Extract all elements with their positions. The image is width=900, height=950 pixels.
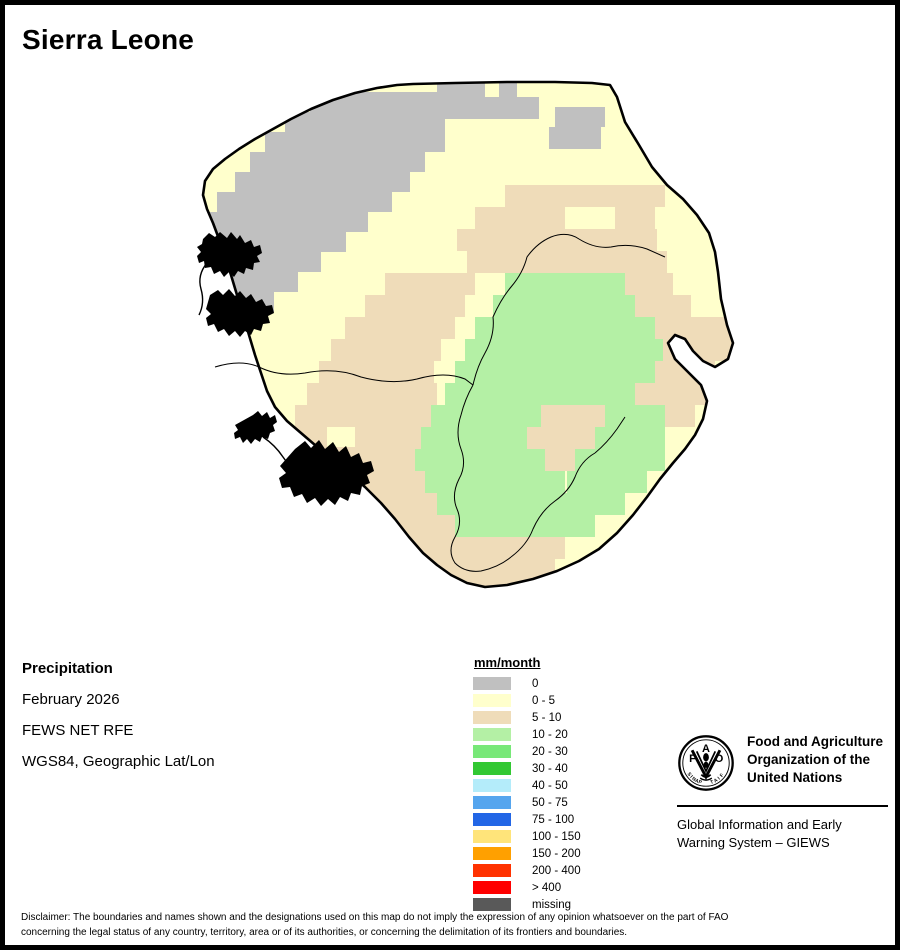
country-outline (201, 80, 735, 589)
metadata-source: FEWS NET RFE (22, 722, 134, 739)
legend-row: 75 - 100 (473, 811, 613, 828)
precip-raster-cells (203, 82, 733, 617)
legend-row: 0 - 5 (473, 692, 613, 709)
legend-row: 100 - 150 (473, 828, 613, 845)
legend-swatch (473, 728, 511, 741)
legend-row: 200 - 400 (473, 862, 613, 879)
legend-swatch (473, 864, 511, 877)
legend-row: 40 - 50 (473, 777, 613, 794)
legend-label: 150 - 200 (532, 847, 581, 860)
metadata-projection: WGS84, Geographic Lat/Lon (22, 753, 215, 770)
legend-row: 50 - 75 (473, 794, 613, 811)
legend-swatch (473, 881, 511, 894)
legend-row: 150 - 200 (473, 845, 613, 862)
legend-swatch (473, 711, 511, 724)
legend-label: 200 - 400 (532, 864, 581, 877)
legend-swatch (473, 762, 511, 775)
svg-text:O: O (715, 753, 724, 765)
legend-label: 0 - 5 (532, 694, 556, 707)
metadata-period: February 2026 (22, 691, 120, 708)
legend-label: 20 - 30 (532, 745, 568, 758)
legend-row: 0 (473, 675, 613, 692)
legend-swatch (473, 813, 511, 826)
legend-row: 30 - 40 (473, 760, 613, 777)
svg-text:F: F (689, 753, 696, 765)
fao-logo-icon: F A O F I A T P A N I S (678, 735, 734, 791)
disclaimer-line1: Disclaimer: The boundaries and names sho… (21, 912, 729, 923)
legend-rows: 0 0 - 5 5 - 10 10 - 20 20 - 30 30 - 40 40 - 50… (473, 675, 613, 896)
class-20-30-cells (427, 595, 471, 617)
legend-title: mm/month (474, 655, 541, 670)
legend-swatch (473, 677, 511, 690)
map-metadata: Precipitation February 2026 FEWS NET RFE… (22, 660, 322, 784)
legend-label: > 400 (532, 881, 562, 894)
fao-organization-name: Food and Agriculture Organization of the… (747, 733, 883, 786)
giews-name: Global Information and Early Warning Sys… (677, 816, 892, 852)
disclaimer: Disclaimer: The boundaries and names sho… (21, 911, 887, 940)
svg-text:A: A (713, 777, 719, 784)
fao-name-line3: United Nations (747, 769, 843, 785)
legend-swatch-missing (473, 898, 511, 911)
svg-text:A: A (694, 778, 700, 785)
page-title: Sierra Leone (22, 24, 195, 55)
legend-swatch (473, 830, 511, 843)
legend-row: 10 - 20 (473, 726, 613, 743)
legend-label: 75 - 100 (532, 813, 575, 826)
legend-swatch (473, 694, 511, 707)
legend-swatch (473, 779, 511, 792)
fao-divider (677, 805, 888, 807)
fao-name-line1: Food and Agriculture (747, 734, 883, 749)
choropleth-map[interactable] (155, 67, 775, 627)
legend-row-missing: missing (473, 896, 571, 913)
svg-text:I: I (688, 774, 694, 780)
svg-text:F: F (719, 773, 726, 779)
metadata-variable: Precipitation (22, 660, 113, 677)
svg-text:A: A (702, 743, 710, 755)
legend-row: 20 - 30 (473, 743, 613, 760)
legend-swatch (473, 745, 511, 758)
legend-label: 0 (532, 677, 539, 690)
coastal-estuaries (197, 232, 374, 506)
legend-row: > 400 (473, 879, 613, 896)
svg-text:T: T (710, 779, 715, 786)
svg-text:I: I (717, 776, 722, 782)
class-10-20-cells (377, 273, 665, 587)
legend-label-missing: missing (532, 898, 571, 911)
legend-swatch (473, 796, 511, 809)
legend-swatch (473, 847, 511, 860)
legend-label: 30 - 40 (532, 762, 568, 775)
svg-text:P: P (698, 779, 704, 786)
legend-label: 5 - 10 (532, 711, 562, 724)
legend-label: 10 - 20 (532, 728, 568, 741)
fao-branding: F A O F I A T P A N I S F (677, 733, 892, 852)
legend-label: 40 - 50 (532, 779, 568, 792)
disclaimer-line2: concerning the legal status of any count… (21, 926, 628, 938)
fao-name-line2: Organization of the (747, 751, 870, 767)
svg-text:N: N (690, 776, 697, 783)
giews-line2: Warning System – GIEWS (677, 834, 830, 850)
map-legend: mm/month 0 0 - 5 5 - 10 10 - 20 20 - 30 30 - … (473, 655, 613, 896)
legend-row: 5 - 10 (473, 709, 613, 726)
coastal-rivers (198, 262, 348, 482)
map-canvas[interactable] (155, 67, 775, 627)
district-boundaries (214, 233, 666, 572)
svg-text:S: S (686, 771, 693, 778)
giews-line1: Global Information and Early (677, 817, 842, 832)
legend-label: 100 - 150 (532, 830, 581, 843)
legend-label: 50 - 75 (532, 796, 568, 809)
